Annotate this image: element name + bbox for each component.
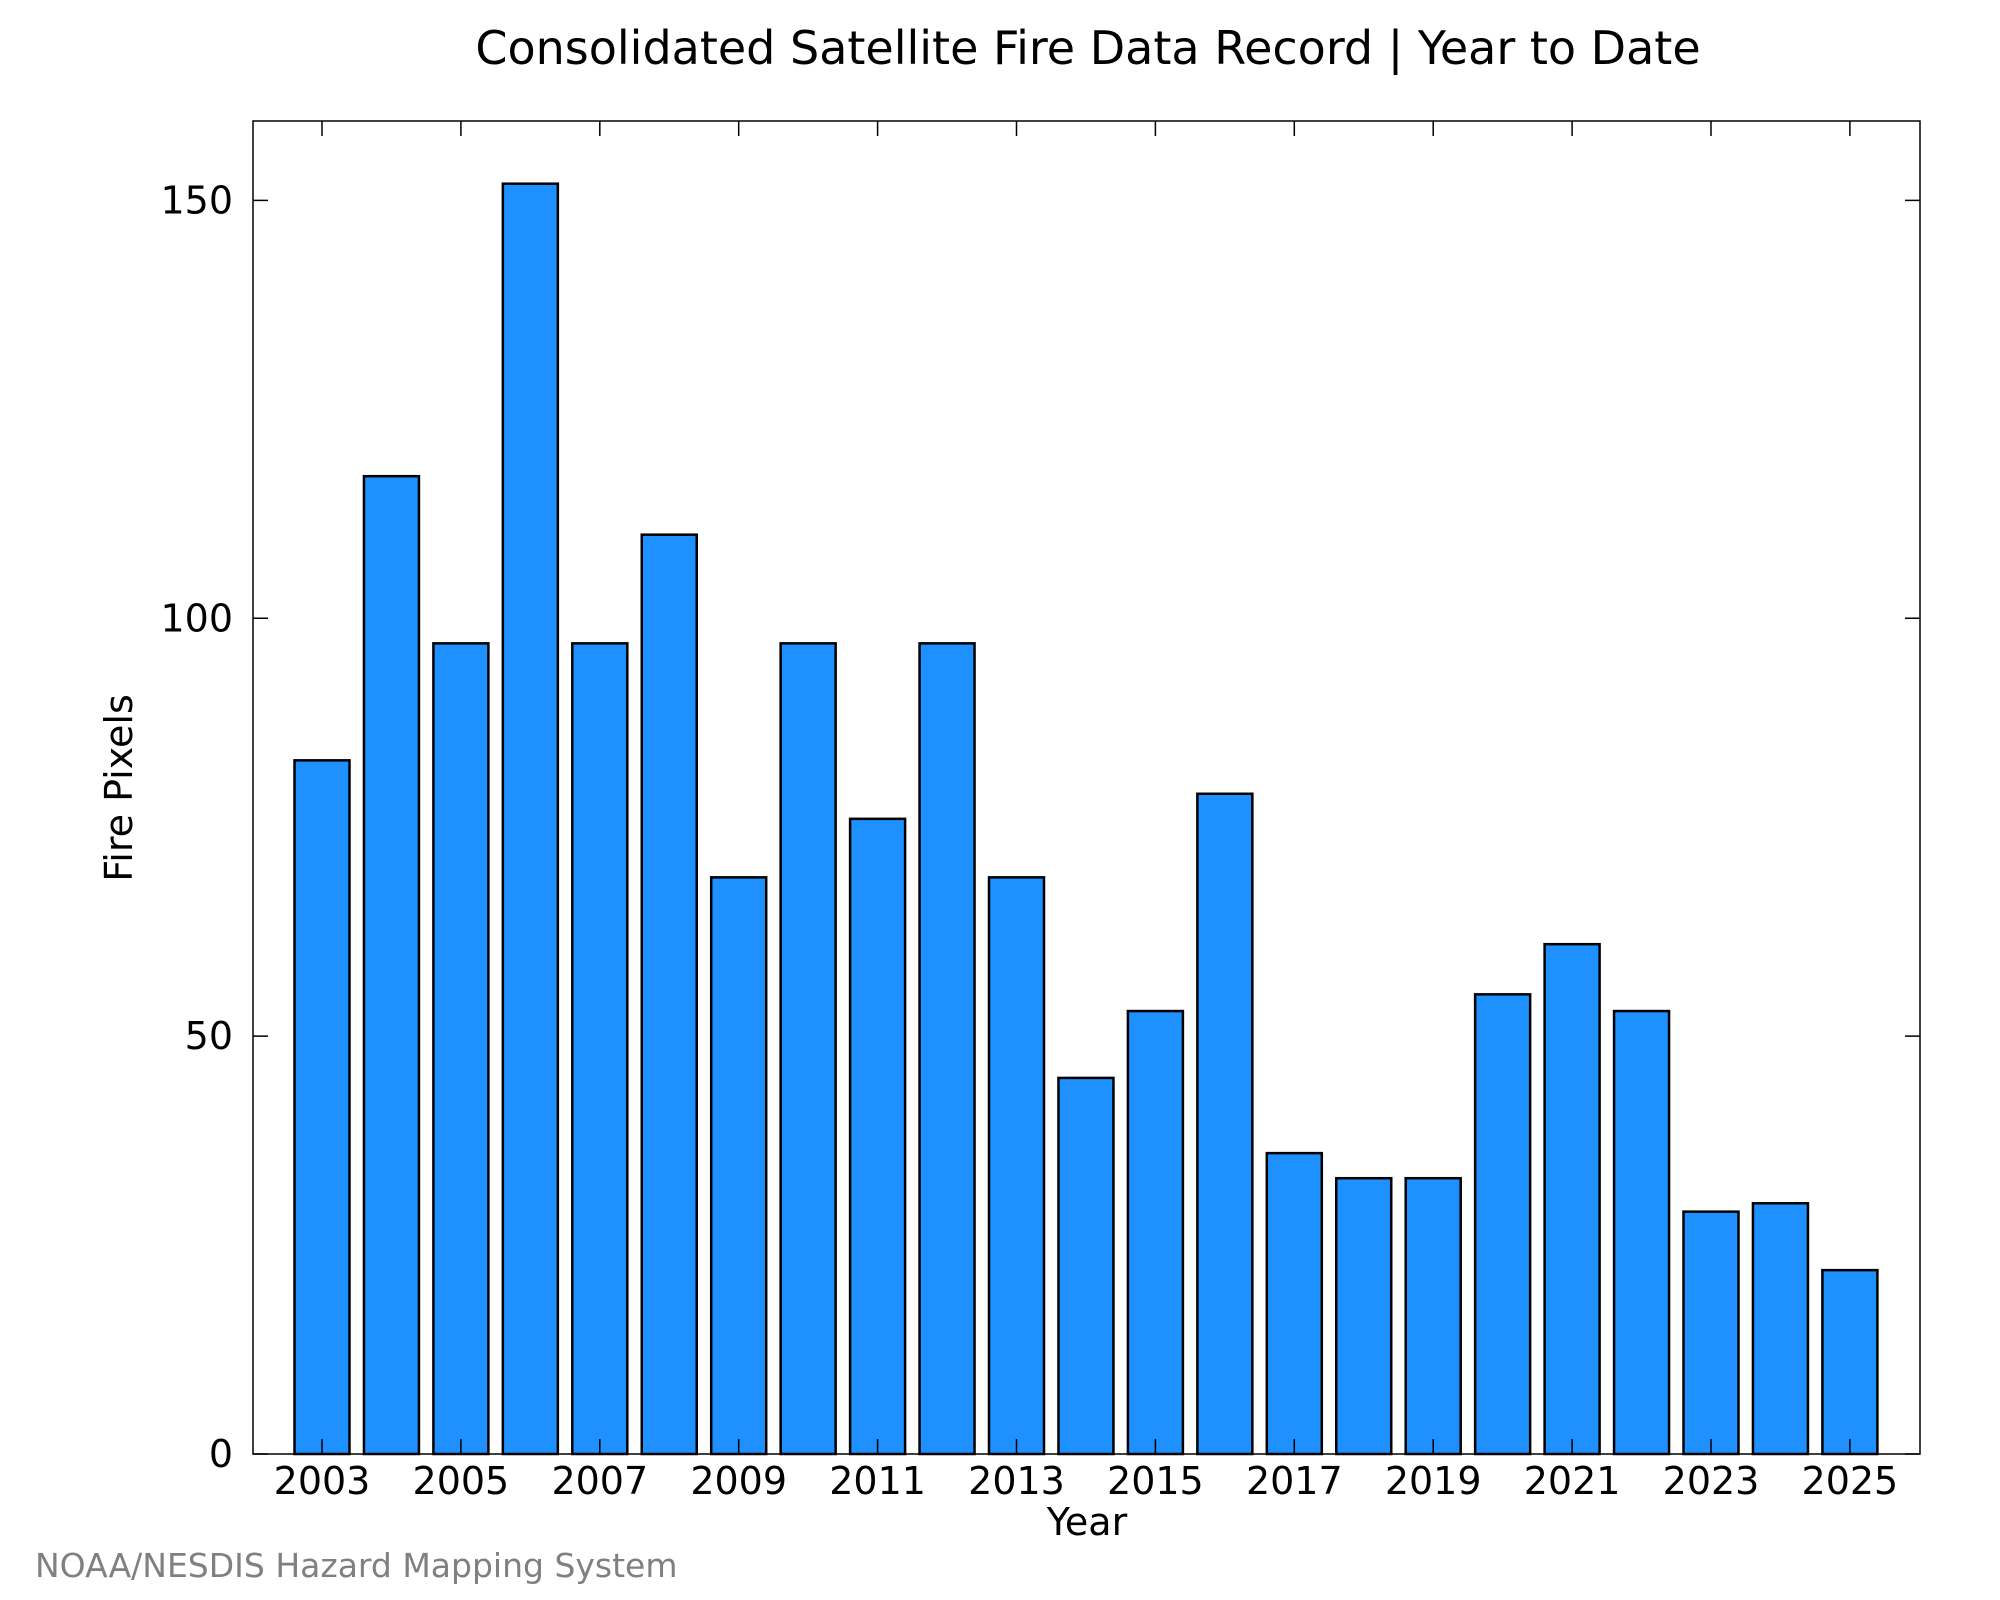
bar-2013 — [987, 876, 1046, 1456]
y-tick-label-50: 50 — [185, 1014, 233, 1058]
x-tick-label-2011: 2011 — [829, 1459, 926, 1503]
y-axis-label: Fire Pixels — [97, 694, 141, 882]
y-tick-label-100: 100 — [160, 596, 233, 640]
bar-2009 — [709, 876, 768, 1456]
bar-2020 — [1473, 993, 1532, 1456]
bar-2017 — [1265, 1151, 1324, 1456]
bar-2004 — [362, 474, 421, 1456]
bar-2025 — [1821, 1268, 1879, 1456]
x-tick-label-2005: 2005 — [413, 1459, 510, 1503]
credit-footer: NOAA/NESDIS Hazard Mapping System — [35, 1546, 678, 1585]
bar-2021 — [1543, 942, 1601, 1456]
bar-2010 — [779, 642, 837, 1456]
bar-2015 — [1126, 1009, 1185, 1456]
bars-layer — [293, 182, 1879, 1456]
bar-2007 — [571, 642, 629, 1456]
bar-2006 — [501, 182, 560, 1456]
bar-2008 — [640, 533, 698, 1456]
bar-2024 — [1751, 1202, 1810, 1456]
x-axis-label: Year — [1046, 1500, 1128, 1544]
x-tick-label-2013: 2013 — [968, 1459, 1065, 1503]
bar-2018 — [1335, 1176, 1393, 1456]
chart-title: Consolidated Satellite Fire Data Record … — [475, 21, 1700, 76]
x-tick-label-2021: 2021 — [1524, 1459, 1621, 1503]
x-tick-label-2025: 2025 — [1802, 1459, 1899, 1503]
plot-frame — [252, 120, 1921, 1455]
x-tick-label-2009: 2009 — [690, 1459, 787, 1503]
x-tick-label-2015: 2015 — [1107, 1459, 1204, 1503]
y-tick-label-0: 0 — [209, 1432, 233, 1476]
x-tick-label-2003: 2003 — [274, 1459, 371, 1503]
bar-2022 — [1612, 1009, 1671, 1456]
x-tick-label-2019: 2019 — [1385, 1459, 1482, 1503]
bar-2023 — [1682, 1210, 1740, 1456]
bar-2014 — [1057, 1076, 1115, 1456]
bar-2016 — [1196, 792, 1254, 1456]
bar-2011 — [848, 817, 907, 1456]
ticks-layer: 0 50 100 150 2003 2005 2007 2009 2011 2013 2015 201… — [160, 121, 1920, 1503]
x-tick-label-2007: 2007 — [551, 1459, 648, 1503]
bar-2005 — [432, 642, 490, 1456]
x-tick-label-2017: 2017 — [1246, 1459, 1343, 1503]
bar-2019 — [1404, 1176, 1462, 1456]
x-tick-label-2023: 2023 — [1663, 1459, 1760, 1503]
bar-2012 — [918, 642, 976, 1456]
bar-2003 — [293, 759, 351, 1456]
y-tick-label-150: 150 — [160, 178, 233, 222]
